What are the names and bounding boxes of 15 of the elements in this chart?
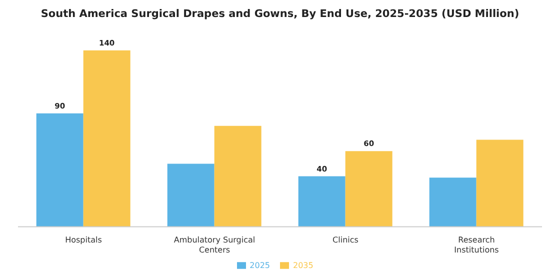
chart-title: South America Surgical Drapes and Gowns, By End Use, 2025-2035 (USD Million) [40, 8, 520, 20]
legend-label: 2035 [293, 260, 314, 270]
bar [429, 178, 476, 227]
bar [36, 113, 84, 227]
bar [167, 164, 214, 227]
legend-label: 2025 [250, 260, 270, 270]
bar [83, 50, 130, 227]
bar [214, 126, 262, 227]
bar [298, 176, 346, 227]
x-tick-label: Research Institutions [454, 236, 499, 255]
x-tick-label: Hospitals [65, 236, 102, 245]
x-tick-label: Ambulatory Surgical Centers [174, 236, 256, 255]
bar [476, 140, 524, 227]
x-tick-label: Clinics [332, 236, 358, 245]
bar [345, 151, 392, 227]
